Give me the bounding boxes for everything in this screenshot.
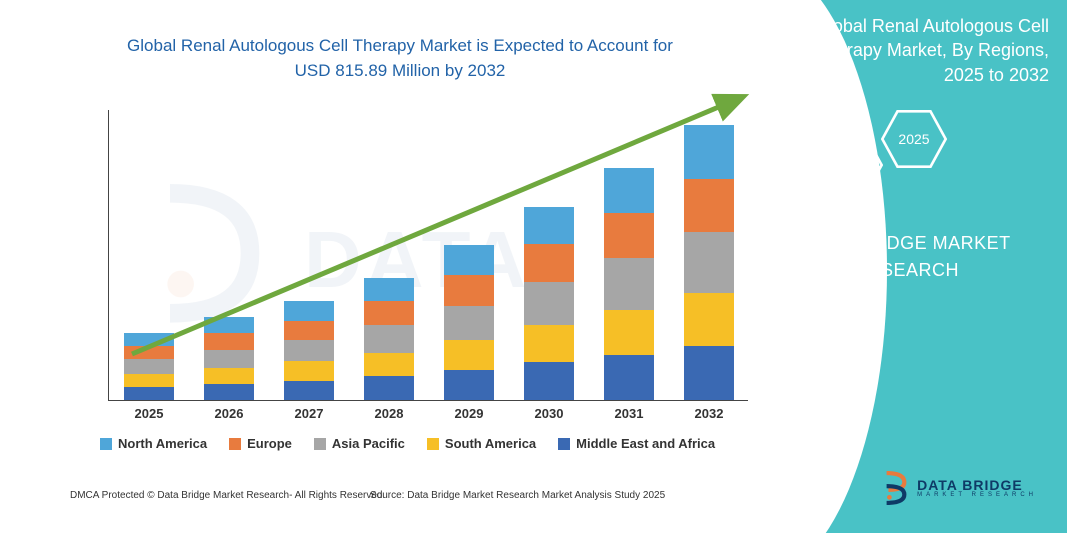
right-panel: Global Renal Autologous Cell Therapy Mar… [757,0,1067,533]
seg-asia-pacific [604,258,654,310]
seg-north-america [684,125,734,179]
xlabel-2032: 2032 [674,406,744,421]
seg-middle-east-and-africa [204,384,254,400]
bar-2028 [364,278,414,400]
seg-europe [524,244,574,282]
legend-swatch [314,438,326,450]
bar-2031 [604,168,654,400]
seg-europe [444,275,494,305]
seg-north-america [364,278,414,302]
seg-europe [604,213,654,258]
seg-europe [284,321,334,340]
seg-south-america [124,374,174,387]
footer-source: Source: Data Bridge Market Research Mark… [370,490,665,501]
seg-middle-east-and-africa [524,362,574,400]
x-labels: 2025 2026 2027 2028 2029 2030 2031 2032 [108,406,748,426]
legend-item-south-america: South America [427,436,536,451]
bar-2030 [524,207,574,400]
seg-middle-east-and-africa [604,355,654,400]
brand-logo-icon [881,471,909,505]
seg-asia-pacific [284,340,334,361]
legend-swatch [427,438,439,450]
bar-2032 [684,125,734,400]
right-panel-title: Global Renal Autologous Cell Therapy Mar… [789,14,1049,87]
seg-middle-east-and-africa [124,387,174,400]
legend-label: North America [118,436,207,451]
hex-2025: 2025 [881,110,947,168]
legend-item-asia-pacific: Asia Pacific [314,436,405,451]
footer-copyright: DMCA Protected © Data Bridge Market Rese… [70,490,385,501]
seg-europe [684,179,734,233]
legend-label: Asia Pacific [332,436,405,451]
seg-north-america [204,317,254,333]
chart-title: Global Renal Autologous Cell Therapy Mar… [120,34,680,83]
brand-logo-line1: DATA BRIDGE [917,478,1037,492]
seg-north-america [124,333,174,346]
seg-south-america [364,353,414,377]
legend-item-europe: Europe [229,436,292,451]
seg-south-america [524,325,574,363]
seg-asia-pacific [204,350,254,368]
hex-2025-label: 2025 [898,131,929,147]
brand-logo-text: DATA BRIDGE MARKET RESEARCH [917,478,1037,498]
seg-europe [364,301,414,325]
legend-item-middle-east-and-africa: Middle East and Africa [558,436,715,451]
bars-container [108,110,748,400]
bar-2025 [124,333,174,400]
seg-asia-pacific [444,306,494,340]
legend-swatch [229,438,241,450]
xlabel-2027: 2027 [274,406,344,421]
seg-north-america [604,168,654,213]
seg-middle-east-and-africa [684,346,734,400]
xlabel-2028: 2028 [354,406,424,421]
xlabel-2030: 2030 [514,406,584,421]
legend-label: South America [445,436,536,451]
hex-group: 2032 2025 [817,110,987,210]
seg-asia-pacific [364,325,414,353]
seg-north-america [284,301,334,320]
seg-north-america [444,245,494,275]
chart: 2025 2026 2027 2028 2029 2030 2031 2032 [90,110,770,420]
brand-logo: DATA BRIDGE MARKET RESEARCH [881,471,1037,505]
bar-2029 [444,245,494,400]
seg-south-america [444,340,494,370]
infographic-canvas: DATA Global Renal Autologous Cell Therap… [0,0,1067,533]
xlabel-2026: 2026 [194,406,264,421]
legend-label: Europe [247,436,292,451]
legend-swatch [100,438,112,450]
seg-south-america [604,310,654,355]
seg-north-america [524,207,574,245]
brand-logo-line2: MARKET RESEARCH [917,492,1037,498]
xlabel-2029: 2029 [434,406,504,421]
legend: North America Europe Asia Pacific South Ame… [100,436,770,451]
seg-middle-east-and-africa [284,381,334,400]
seg-europe [204,333,254,349]
seg-south-america [204,368,254,384]
seg-asia-pacific [124,359,174,374]
legend-swatch [558,438,570,450]
seg-asia-pacific [524,282,574,325]
seg-middle-east-and-africa [364,376,414,400]
hex-2032: 2032 [817,136,883,194]
seg-europe [124,346,174,359]
xlabel-2031: 2031 [594,406,664,421]
seg-asia-pacific [684,232,734,292]
right-panel-brand: DATA BRIDGE MARKET RESEARCH [787,230,1027,284]
bar-2026 [204,317,254,400]
seg-middle-east-and-africa [444,370,494,400]
bar-2027 [284,301,334,400]
hex-2032-label: 2032 [834,157,865,173]
legend-label: Middle East and Africa [576,436,715,451]
legend-item-north-america: North America [100,436,207,451]
seg-south-america [284,361,334,380]
xlabel-2025: 2025 [114,406,184,421]
seg-south-america [684,293,734,347]
x-axis [108,400,748,401]
